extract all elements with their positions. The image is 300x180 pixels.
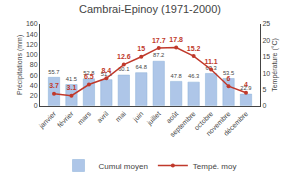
svg-text:3.7: 3.7: [49, 82, 59, 89]
svg-text:17.7: 17.7: [152, 37, 166, 44]
svg-text:10: 10: [262, 70, 270, 77]
svg-text:mars: mars: [76, 110, 92, 126]
svg-text:25: 25: [262, 20, 270, 27]
svg-text:51.1: 51.1: [101, 71, 112, 77]
svg-text:15.2: 15.2: [187, 45, 201, 52]
svg-text:Cambrai-Epinoy (1971-2000): Cambrai-Epinoy (1971-2000): [79, 3, 221, 15]
svg-text:15: 15: [137, 45, 145, 52]
svg-text:septembre: septembre: [168, 110, 197, 139]
svg-text:Température (°C): Température (°C): [271, 38, 279, 92]
svg-text:100: 100: [26, 51, 38, 58]
svg-text:15: 15: [262, 53, 270, 60]
svg-text:Cumul moyen: Cumul moyen: [99, 162, 148, 171]
svg-text:décembre: décembre: [222, 110, 249, 137]
svg-text:120: 120: [26, 41, 38, 48]
svg-text:Tempé. moy: Tempé. moy: [193, 162, 237, 171]
svg-text:12.6: 12.6: [117, 53, 131, 60]
svg-text:novembre: novembre: [205, 110, 232, 137]
svg-text:52.8: 52.8: [83, 70, 94, 76]
svg-text:60.1: 60.1: [118, 66, 129, 72]
svg-text:17.8: 17.8: [169, 36, 183, 43]
svg-text:160: 160: [26, 20, 38, 27]
svg-text:6: 6: [227, 75, 231, 82]
svg-text:avril: avril: [96, 110, 110, 124]
svg-text:octobre: octobre: [193, 110, 215, 132]
svg-text:0: 0: [262, 102, 266, 109]
svg-text:4: 4: [244, 81, 248, 88]
svg-text:février: février: [56, 109, 75, 128]
svg-text:juillet: juillet: [145, 110, 163, 128]
svg-text:63.3: 63.3: [205, 65, 216, 71]
svg-text:140: 140: [26, 31, 38, 38]
svg-text:46.3: 46.3: [188, 73, 199, 79]
svg-text:3.1: 3.1: [67, 84, 77, 91]
svg-text:80: 80: [30, 61, 38, 68]
svg-text:40: 40: [30, 82, 38, 89]
svg-text:mai: mai: [114, 110, 127, 123]
svg-text:8.4: 8.4: [101, 67, 111, 74]
svg-text:55.7: 55.7: [48, 69, 59, 75]
svg-text:janvier: janvier: [37, 109, 58, 130]
svg-text:Précipitations (mm): Précipitations (mm): [16, 35, 24, 95]
svg-text:53.5: 53.5: [223, 70, 234, 76]
svg-text:87.2: 87.2: [153, 52, 164, 58]
svg-text:60: 60: [30, 72, 38, 79]
svg-text:47.8: 47.8: [171, 73, 182, 79]
svg-text:6.5: 6.5: [84, 73, 94, 80]
svg-text:20: 20: [30, 92, 38, 99]
svg-text:64.8: 64.8: [136, 64, 147, 70]
svg-text:22.9: 22.9: [240, 85, 251, 91]
svg-text:11.1: 11.1: [204, 58, 217, 65]
svg-text:5: 5: [262, 86, 266, 93]
svg-text:août: août: [165, 110, 180, 125]
svg-text:juin: juin: [131, 110, 145, 124]
svg-text:20: 20: [262, 37, 270, 44]
svg-text:41.5: 41.5: [66, 76, 77, 82]
svg-text:0: 0: [34, 102, 38, 109]
